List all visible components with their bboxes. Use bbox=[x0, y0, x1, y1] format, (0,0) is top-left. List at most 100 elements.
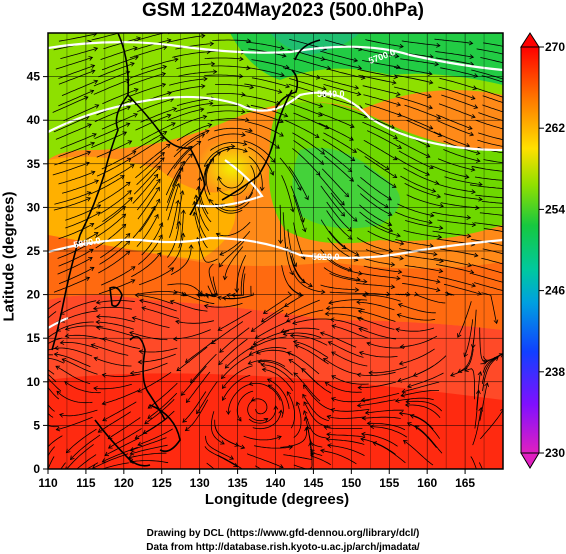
streamline bbox=[222, 374, 251, 401]
streamline bbox=[139, 300, 177, 312]
streamline bbox=[362, 121, 398, 139]
streamline bbox=[236, 255, 247, 293]
streamline bbox=[250, 336, 287, 350]
streamline bbox=[293, 372, 321, 402]
streamline-arrowhead bbox=[302, 393, 307, 399]
streamline-arrowhead bbox=[510, 347, 514, 351]
streamline-arrowhead bbox=[328, 300, 333, 305]
streamline bbox=[102, 390, 139, 405]
streamline bbox=[286, 101, 323, 116]
streamline-arrowhead bbox=[470, 95, 476, 100]
x-tick-label: 160 bbox=[417, 476, 437, 490]
streamline-arrowhead bbox=[477, 291, 482, 296]
streamline bbox=[360, 176, 392, 201]
streamline bbox=[472, 407, 482, 446]
streamline bbox=[131, 252, 162, 278]
streamline bbox=[444, 193, 483, 200]
streamline bbox=[135, 152, 165, 179]
streamline bbox=[364, 103, 402, 117]
streamline-arrowhead bbox=[399, 255, 404, 261]
streamline-arrowhead bbox=[280, 328, 286, 334]
streamline bbox=[167, 283, 203, 295]
streamline-arrowhead bbox=[176, 366, 182, 372]
streamline-arrowhead bbox=[144, 419, 149, 425]
streamline-arrowhead bbox=[162, 45, 168, 50]
streamline-arrowhead bbox=[469, 131, 475, 137]
streamline bbox=[130, 437, 167, 451]
streamline bbox=[331, 351, 368, 367]
streamline bbox=[217, 292, 254, 300]
y-tick-label: 30 bbox=[27, 200, 41, 214]
streamline bbox=[63, 104, 99, 122]
streamline bbox=[362, 416, 401, 419]
streamline bbox=[284, 237, 294, 275]
streamline-arrowhead bbox=[356, 299, 361, 305]
streamline-arrowhead bbox=[179, 190, 185, 195]
streamline-arrowhead bbox=[506, 281, 510, 285]
streamline-arrowhead bbox=[242, 141, 248, 146]
streamline bbox=[178, 71, 217, 77]
streamline-arrowhead bbox=[457, 333, 462, 338]
streamline-arrowhead bbox=[303, 410, 308, 415]
streamline bbox=[167, 183, 180, 221]
streamline-arrowhead bbox=[506, 170, 510, 174]
streamline bbox=[210, 118, 249, 122]
streamline-arrowhead bbox=[400, 392, 406, 398]
streamline bbox=[328, 230, 359, 256]
streamline bbox=[204, 302, 243, 308]
streamline-arrowhead bbox=[59, 340, 65, 345]
streamline-arrowhead bbox=[229, 455, 234, 460]
streamline-arrowhead bbox=[507, 349, 511, 353]
streamline-arrowhead bbox=[221, 396, 227, 402]
streamline bbox=[321, 147, 352, 172]
streamline bbox=[70, 434, 101, 460]
streamline bbox=[281, 327, 320, 333]
streamline-arrowhead bbox=[139, 298, 144, 304]
streamline bbox=[133, 165, 161, 195]
streamline-arrowhead bbox=[364, 410, 370, 416]
streamline bbox=[303, 384, 332, 411]
streamline bbox=[96, 321, 134, 330]
streamline bbox=[331, 408, 370, 412]
streamline bbox=[166, 146, 193, 176]
streamline-arrowhead bbox=[368, 370, 373, 376]
streamline-arrowhead bbox=[90, 343, 96, 348]
y-tick-label: 0 bbox=[33, 462, 40, 476]
streamline-arrowhead bbox=[209, 158, 215, 163]
streamline-arrowhead bbox=[96, 314, 101, 319]
streamline bbox=[293, 222, 306, 260]
streamline-arrowhead bbox=[434, 180, 440, 185]
streamline-arrowhead bbox=[147, 414, 153, 419]
x-tick-label: 125 bbox=[152, 476, 172, 490]
streamline bbox=[48, 386, 60, 400]
streamline bbox=[320, 219, 347, 250]
streamline bbox=[93, 79, 130, 95]
streamline bbox=[204, 446, 238, 467]
streamline bbox=[60, 47, 98, 59]
streamline-arrowhead bbox=[130, 266, 136, 271]
streamline bbox=[131, 137, 165, 159]
streamline bbox=[404, 104, 441, 119]
streamline bbox=[102, 197, 133, 223]
streamline-arrowhead bbox=[478, 196, 483, 202]
streamline-arrowhead bbox=[250, 327, 256, 332]
streamline bbox=[295, 344, 329, 365]
streamline-arrowhead bbox=[322, 86, 327, 91]
streamline bbox=[129, 46, 167, 59]
streamline bbox=[205, 435, 234, 460]
streamline bbox=[406, 120, 442, 137]
streamline bbox=[215, 84, 254, 88]
streamline-arrowhead bbox=[133, 88, 139, 93]
streamline-arrowhead bbox=[89, 266, 95, 272]
streamline-arrowhead bbox=[429, 54, 434, 59]
streamline bbox=[258, 361, 293, 376]
streamline bbox=[176, 63, 215, 69]
streamline bbox=[407, 372, 444, 388]
streamline bbox=[61, 80, 98, 96]
streamline-arrowhead bbox=[470, 113, 476, 119]
streamline-arrowhead bbox=[250, 397, 256, 402]
streamline-arrowhead bbox=[234, 288, 240, 293]
streamline-arrowhead bbox=[438, 268, 444, 274]
streamline-arrowhead bbox=[437, 132, 443, 137]
streamline bbox=[482, 356, 499, 392]
